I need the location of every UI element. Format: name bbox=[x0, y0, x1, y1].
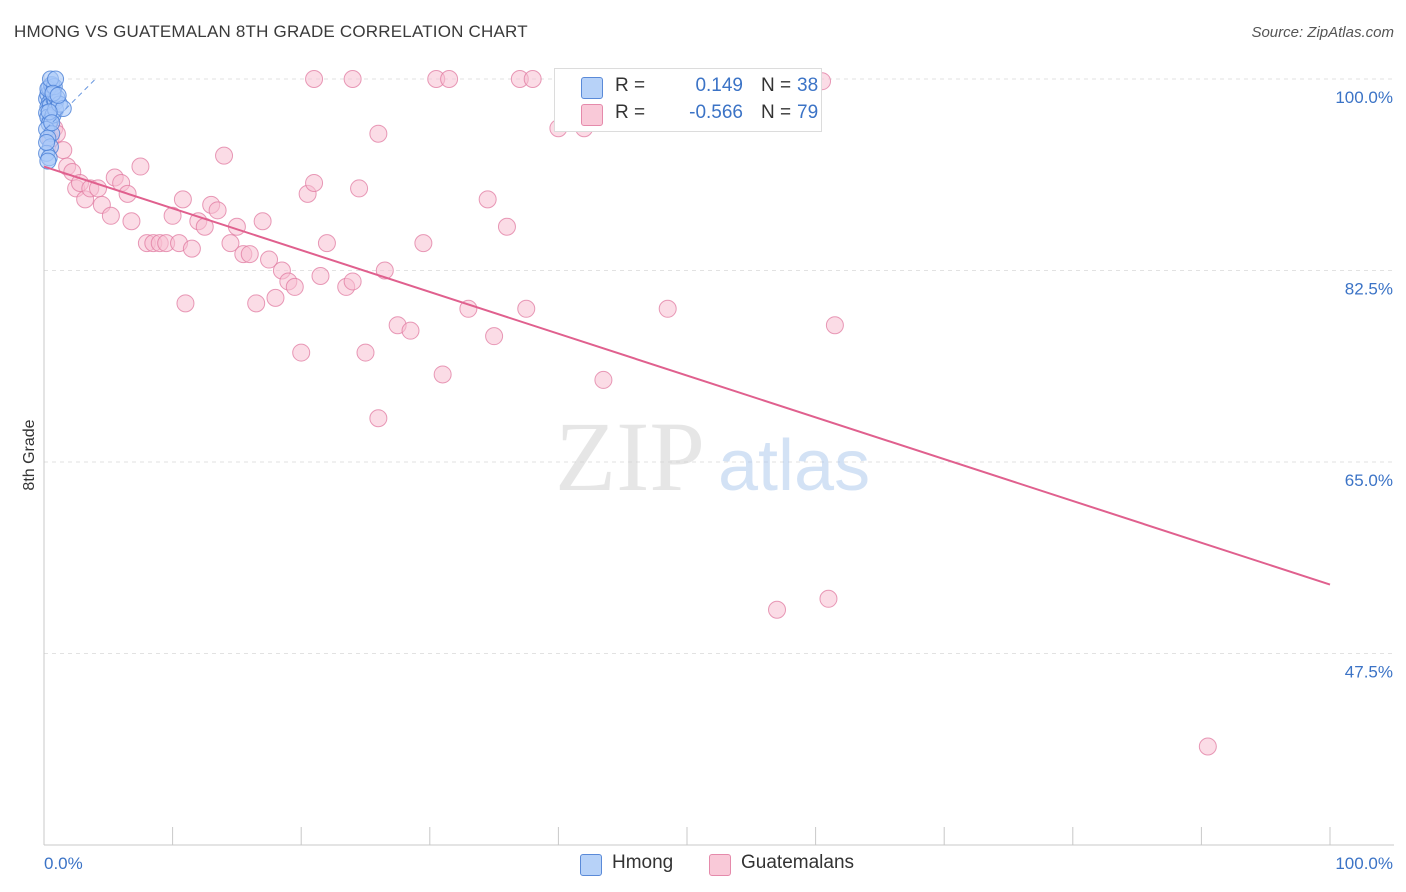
x-tick-label: 100.0% bbox=[1335, 854, 1393, 873]
y-tick-label: 82.5% bbox=[1345, 280, 1393, 299]
series-hmong bbox=[38, 70, 72, 170]
data-point-guatemalans bbox=[311, 266, 330, 285]
data-point-guatemalans bbox=[768, 600, 787, 619]
data-point-guatemalans bbox=[459, 299, 478, 318]
y-tick-labels: 100.0% 82.5% 65.0% 47.5% bbox=[1335, 88, 1393, 682]
correlation-legend: R = 0.149 N = 38 R = -0.566 N = 79 bbox=[554, 68, 822, 132]
data-point-guatemalans bbox=[523, 70, 542, 88]
data-point-guatemalans bbox=[215, 146, 234, 165]
data-point-hmong bbox=[43, 114, 61, 132]
data-point-hmong bbox=[49, 86, 67, 104]
watermark: ZIP atlas bbox=[555, 401, 870, 512]
data-point-guatemalans bbox=[485, 327, 504, 346]
data-point-guatemalans bbox=[369, 124, 388, 143]
data-point-guatemalans bbox=[266, 288, 285, 307]
series-legend-swatch-guatemalans bbox=[709, 854, 731, 876]
data-point-guatemalans bbox=[819, 589, 838, 608]
legend-n-label: N = bbox=[761, 75, 792, 96]
data-point-guatemalans bbox=[343, 70, 362, 88]
data-point-guatemalans bbox=[414, 234, 433, 253]
y-axis-title: 8th Grade bbox=[21, 419, 38, 490]
data-point-guatemalans bbox=[208, 201, 227, 220]
data-point-hmong bbox=[38, 133, 56, 151]
data-point-guatemalans bbox=[163, 206, 182, 225]
data-point-guatemalans bbox=[305, 70, 324, 88]
legend-n-value: 38 bbox=[797, 75, 819, 96]
legend-n-value: 79 bbox=[797, 102, 819, 123]
source-label: Source: ZipAtlas.com bbox=[1251, 24, 1394, 41]
data-point-guatemalans bbox=[260, 250, 279, 269]
data-point-guatemalans bbox=[433, 365, 452, 384]
data-point-guatemalans bbox=[240, 245, 259, 264]
chart-title: HMONG VS GUATEMALAN 8TH GRADE CORRELATIO… bbox=[14, 22, 528, 41]
data-point-guatemalans bbox=[317, 234, 336, 253]
data-point-guatemalans bbox=[182, 239, 201, 258]
data-point-guatemalans bbox=[173, 190, 192, 209]
series-legend: Hmong Guatemalans bbox=[0, 852, 1406, 878]
data-point-guatemalans bbox=[825, 316, 844, 335]
data-point-guatemalans bbox=[1198, 737, 1217, 756]
data-point-guatemalans bbox=[369, 409, 388, 428]
data-point-guatemalans bbox=[497, 217, 516, 236]
data-point-guatemalans bbox=[356, 343, 375, 362]
data-point-guatemalans bbox=[517, 299, 536, 318]
legend-r-label: R = bbox=[615, 75, 646, 96]
legend-r-label: R = bbox=[615, 102, 646, 123]
data-point-guatemalans bbox=[305, 173, 324, 192]
data-point-guatemalans bbox=[375, 261, 394, 280]
x-tick-label: 0.0% bbox=[44, 854, 83, 873]
data-point-guatemalans bbox=[350, 179, 369, 198]
series-legend-label: Guatemalans bbox=[741, 852, 855, 873]
legend-r-value: 0.149 bbox=[695, 75, 743, 96]
axes bbox=[43, 75, 1394, 846]
y-tick-label: 65.0% bbox=[1345, 471, 1393, 490]
legend-n-label: N = bbox=[761, 102, 792, 123]
legend-r-value: -0.566 bbox=[689, 102, 743, 123]
watermark-atlas: atlas bbox=[718, 426, 870, 506]
data-point-guatemalans bbox=[658, 299, 677, 318]
data-point-guatemalans bbox=[440, 70, 459, 88]
data-point-guatemalans bbox=[292, 343, 311, 362]
series-legend-swatch-hmong bbox=[580, 854, 602, 876]
y-tick-label: 47.5% bbox=[1345, 663, 1393, 682]
data-point-guatemalans bbox=[122, 212, 141, 231]
data-point-guatemalans bbox=[176, 294, 195, 313]
series-legend-label: Hmong bbox=[612, 852, 674, 873]
legend-swatch-guatemalans bbox=[581, 104, 603, 126]
data-point-guatemalans bbox=[247, 294, 266, 313]
data-point-guatemalans bbox=[253, 212, 272, 231]
data-point-guatemalans bbox=[131, 157, 150, 176]
gridlines bbox=[44, 78, 1394, 654]
data-point-guatemalans bbox=[343, 272, 362, 291]
watermark-zip: ZIP bbox=[555, 401, 705, 512]
data-point-guatemalans bbox=[101, 206, 120, 225]
y-tick-label: 100.0% bbox=[1335, 88, 1393, 107]
data-point-guatemalans bbox=[401, 321, 420, 340]
data-point-guatemalans bbox=[285, 277, 304, 296]
trend-line-guatemalans bbox=[43, 165, 1331, 586]
data-point-hmong bbox=[47, 70, 65, 88]
data-point-guatemalans bbox=[478, 190, 497, 209]
legend-swatch-hmong bbox=[581, 77, 603, 99]
x-tick-labels: 0.0% 100.0% bbox=[44, 854, 1393, 873]
data-point-guatemalans bbox=[221, 234, 240, 253]
trend-line-hmong bbox=[46, 78, 96, 129]
data-point-hmong bbox=[39, 152, 57, 170]
data-point-guatemalans bbox=[594, 370, 613, 389]
trend-lines bbox=[43, 78, 1331, 586]
